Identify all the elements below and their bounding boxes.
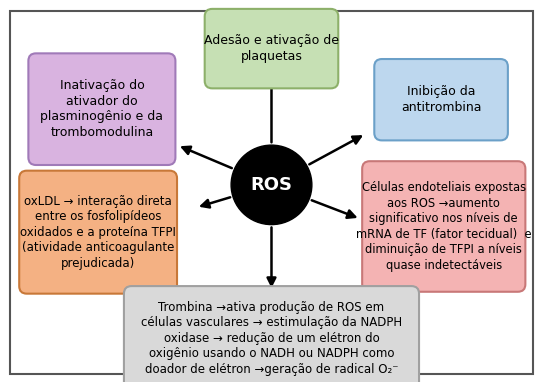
FancyBboxPatch shape: [28, 54, 176, 165]
Text: Adesão e ativação de
plaquetas: Adesão e ativação de plaquetas: [204, 35, 339, 63]
FancyBboxPatch shape: [19, 171, 177, 294]
Text: Trombina →ativa produção de ROS em
células vasculares → estimulação da NADPH
oxi: Trombina →ativa produção de ROS em célul…: [141, 301, 402, 376]
FancyBboxPatch shape: [205, 9, 338, 88]
Text: oxLDL → interação direta
entre os fosfolipídeos
oxidados e a proteína TFPI
(ativ: oxLDL → interação direta entre os fosfol…: [20, 195, 176, 270]
Text: ROS: ROS: [251, 176, 293, 194]
FancyBboxPatch shape: [374, 59, 508, 140]
Text: Inativação do
ativador do
plasminogênio e da
trombomodulina: Inativação do ativador do plasminogênio …: [40, 80, 163, 139]
Text: Células endoteliais expostas
aos ROS →aumento
significativo nos níveis de
mRNA d: Células endoteliais expostas aos ROS →au…: [356, 181, 532, 272]
FancyBboxPatch shape: [10, 11, 533, 374]
Ellipse shape: [231, 145, 312, 225]
FancyBboxPatch shape: [362, 161, 526, 292]
FancyBboxPatch shape: [124, 286, 419, 388]
Text: Inibição da
antitrombina: Inibição da antitrombina: [401, 85, 481, 114]
